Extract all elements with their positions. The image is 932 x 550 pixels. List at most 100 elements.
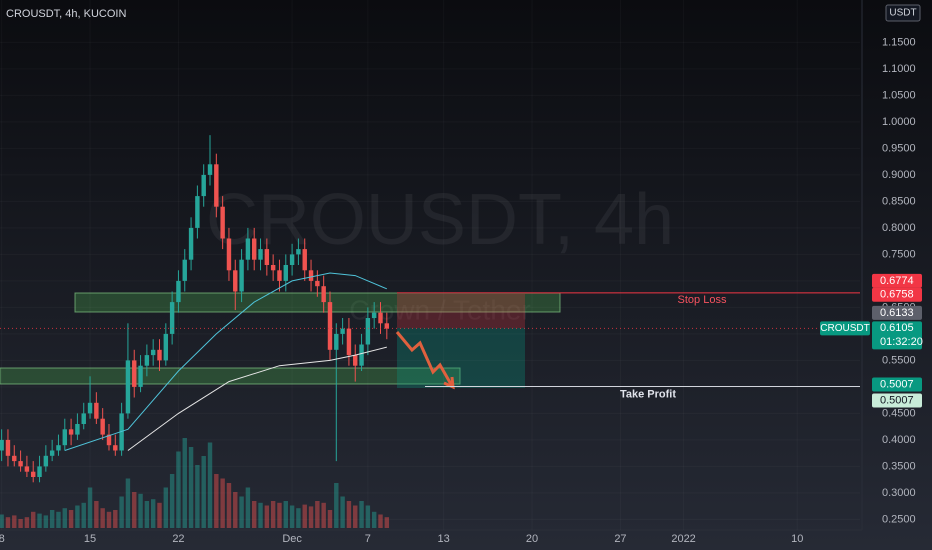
price-label-box: [872, 377, 922, 392]
volume-bar: [157, 502, 162, 528]
volume-bar: [308, 506, 314, 528]
volume-bar: [277, 502, 282, 528]
price-label: 0.6133: [880, 307, 914, 319]
price-label-box: [872, 273, 922, 288]
x-tick-label: Dec: [282, 533, 302, 545]
candle-body: [283, 265, 288, 281]
symbol-label-box: [820, 321, 870, 336]
volume-bar: [233, 492, 238, 528]
volume-bar: [321, 502, 326, 528]
candle-body: [176, 280, 181, 303]
chart-title: CROUSDT, 4h, KUCOIN: [6, 8, 126, 20]
y-tick-label: 1.0000: [882, 116, 916, 128]
y-tick-label: 0.5500: [882, 354, 916, 366]
candle-body: [226, 238, 232, 271]
candle-body: [371, 312, 377, 318]
volume-bar: [119, 496, 124, 528]
candle-body: [365, 318, 371, 345]
volume-bar: [113, 510, 118, 528]
candle-body: [94, 402, 99, 419]
candle-body: [315, 280, 320, 287]
y-tick-label: 0.4000: [882, 434, 916, 446]
price-label-box: [872, 287, 922, 302]
volume-bar: [378, 514, 383, 528]
candle-body: [277, 270, 282, 281]
volume-bar: [371, 511, 377, 528]
candle-body: [81, 413, 86, 424]
volume-bar: [100, 508, 105, 528]
candle-body: [233, 270, 238, 292]
candle-body: [132, 360, 137, 387]
reward-box: [397, 328, 525, 388]
volume-bar: [201, 456, 206, 528]
candle-body: [106, 434, 112, 446]
volume-bar: [49, 510, 55, 528]
y-tick-label: 0.9000: [882, 169, 916, 181]
candle-body: [24, 466, 30, 472]
volume-bar: [87, 487, 93, 528]
x-tick-label: 22: [172, 533, 184, 545]
candle-body: [327, 302, 333, 350]
candle-body: [321, 286, 326, 303]
moving-average: [127, 346, 387, 451]
volume-bar: [220, 478, 225, 528]
x-tick-label: 10: [791, 533, 803, 545]
x-tick-label: 8: [0, 533, 5, 545]
price-label-box: [872, 305, 922, 320]
x-tick-label: 13: [438, 533, 450, 545]
candle-body: [75, 424, 80, 435]
volume-bar: [56, 511, 61, 528]
volume-bar: [62, 508, 67, 528]
candle-body: [5, 439, 11, 456]
volume-bar: [207, 442, 213, 528]
candle-body: [340, 328, 345, 334]
candle-body: [302, 249, 307, 271]
candle-body: [296, 249, 301, 255]
candle-body: [49, 450, 55, 456]
x-tick-label: 2022: [671, 533, 695, 545]
candle-body: [201, 174, 206, 197]
candle-body: [353, 355, 358, 366]
volume-bar: [150, 499, 156, 528]
price-label-box: [872, 393, 922, 408]
price-label: 0.6758: [880, 289, 914, 301]
volume-bar: [5, 517, 11, 528]
candle-body: [289, 254, 295, 265]
candle-body: [258, 249, 263, 260]
volume-bar: [296, 508, 301, 528]
candle-body: [56, 445, 61, 451]
candle-body: [308, 270, 314, 281]
volume-bar: [43, 515, 49, 528]
candle-body: [68, 429, 74, 435]
zones: [0, 292, 561, 388]
candle-body: [18, 461, 23, 467]
candle-body: [252, 238, 257, 260]
candle-body: [239, 259, 244, 292]
volume-bar: [302, 504, 307, 528]
candle-body: [31, 471, 36, 477]
volume-bar: [169, 474, 175, 528]
volume-bar: [106, 511, 112, 528]
take-profit-label: Take Profit: [620, 388, 676, 400]
candle-body: [113, 445, 118, 451]
volume-bar: [176, 451, 181, 528]
candle-body: [62, 429, 67, 446]
candle-body: [138, 365, 143, 387]
candle-body: [100, 418, 105, 435]
candle-body: [119, 413, 124, 451]
candle-body: [0, 439, 4, 451]
volume-bar: [289, 505, 295, 528]
volume-bar: [132, 492, 137, 528]
x-tick-label: 15: [84, 533, 96, 545]
x-tick-label: 7: [365, 533, 371, 545]
y-tick-label: 0.9500: [882, 142, 916, 154]
volume-bar: [0, 514, 4, 528]
volume-bar: [144, 501, 150, 528]
candle-body: [150, 349, 156, 356]
candle-body: [43, 455, 49, 467]
candle-body: [12, 455, 17, 462]
volume-bar: [37, 513, 42, 528]
volume-bar: [24, 517, 30, 528]
candle-body: [195, 196, 200, 228]
